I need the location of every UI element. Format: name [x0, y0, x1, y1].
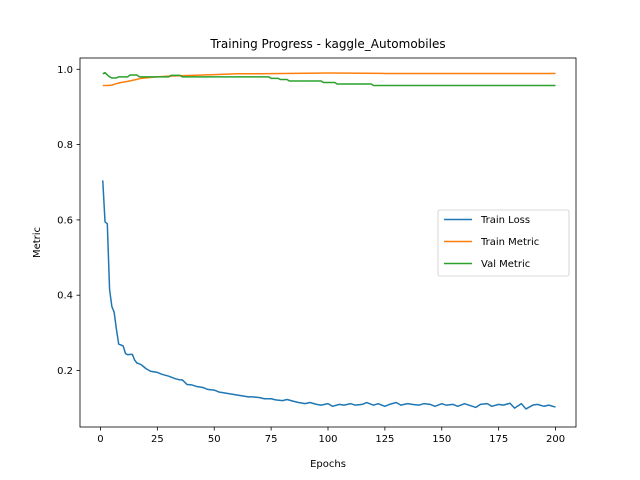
series-layer — [102, 71, 556, 410]
x-tick-label: 25 — [151, 434, 164, 445]
x-tick-label: 175 — [489, 434, 508, 445]
x-tick-label: 50 — [208, 434, 221, 445]
y-tick-label: 0.6 — [57, 215, 73, 226]
y-tick-label: 0.2 — [57, 366, 73, 377]
y-tick-label: 0.4 — [57, 291, 73, 302]
y-tick-label: 1.0 — [57, 65, 73, 76]
y-axis-label: Metric — [32, 227, 43, 258]
y-axis-ticks: 0.2 0.4 0.6 0.8 1.0 — [57, 65, 80, 377]
x-axis-ticks: 0 25 50 75 100 125 150 175 200 — [97, 427, 565, 445]
chart-title: Training Progress - kaggle_Automobiles — [209, 37, 445, 51]
x-tick-label: 100 — [318, 434, 337, 445]
series-line-val-metric — [102, 71, 556, 87]
y-tick-label: 0.8 — [57, 140, 73, 151]
x-tick-label: 125 — [375, 434, 394, 445]
legend: Train Loss Train Metric Val Metric — [437, 209, 570, 277]
legend-box — [437, 209, 570, 277]
series-line-train-loss — [102, 180, 556, 410]
legend-label-train-loss: Train Loss — [480, 215, 530, 226]
legend-label-train-metric: Train Metric — [480, 237, 539, 248]
x-tick-label: 200 — [546, 434, 565, 445]
x-tick-label: 0 — [97, 434, 103, 445]
x-axis-label: Epochs — [310, 459, 346, 470]
x-tick-label: 150 — [432, 434, 451, 445]
x-tick-label: 75 — [265, 434, 278, 445]
legend-label-val-metric: Val Metric — [481, 259, 530, 270]
